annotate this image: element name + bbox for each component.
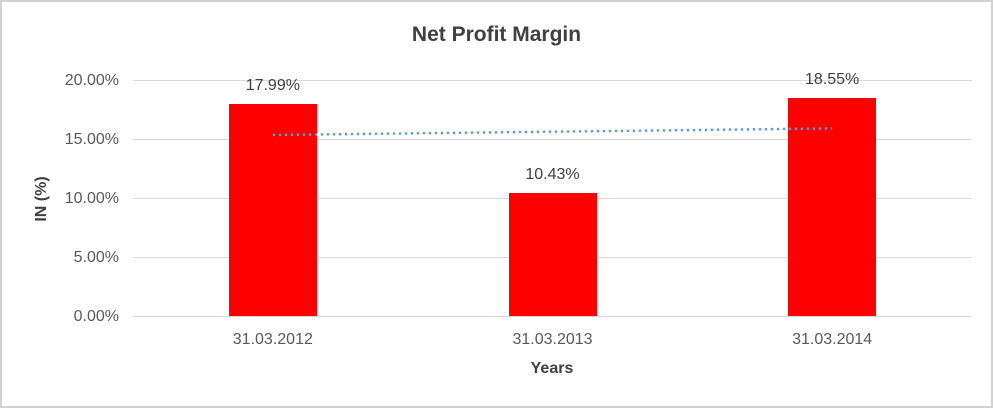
x-axis-tick-label: 31.03.2012 bbox=[232, 331, 313, 348]
trendline[interactable] bbox=[272, 127, 833, 137]
x-axis-tick-label: 31.03.2014 bbox=[792, 331, 873, 348]
y-axis-tick-label: 15.00% bbox=[64, 130, 119, 148]
y-axis-tick-label: 20.00% bbox=[64, 71, 119, 89]
bar-31.03.2014[interactable] bbox=[788, 97, 877, 317]
gridline bbox=[133, 139, 972, 140]
x-axis-tick-label: 31.03.2013 bbox=[512, 331, 593, 348]
gridline bbox=[133, 80, 972, 81]
y-axis-title: IN (%) bbox=[33, 176, 50, 222]
y-axis-tick-label: 0.00% bbox=[73, 307, 119, 325]
bar-31.03.2012[interactable] bbox=[228, 104, 317, 317]
y-axis-tick-label: 5.00% bbox=[73, 248, 119, 266]
gridline bbox=[133, 316, 972, 317]
x-axis-title: Years bbox=[530, 360, 574, 377]
chart-title: Net Profit Margin bbox=[411, 23, 582, 46]
data-label: 18.55% bbox=[805, 70, 860, 88]
data-label: 17.99% bbox=[245, 77, 300, 95]
bar-31.03.2013[interactable] bbox=[508, 193, 597, 317]
y-axis-tick-label: 10.00% bbox=[64, 189, 119, 207]
data-label: 10.43% bbox=[525, 166, 580, 184]
